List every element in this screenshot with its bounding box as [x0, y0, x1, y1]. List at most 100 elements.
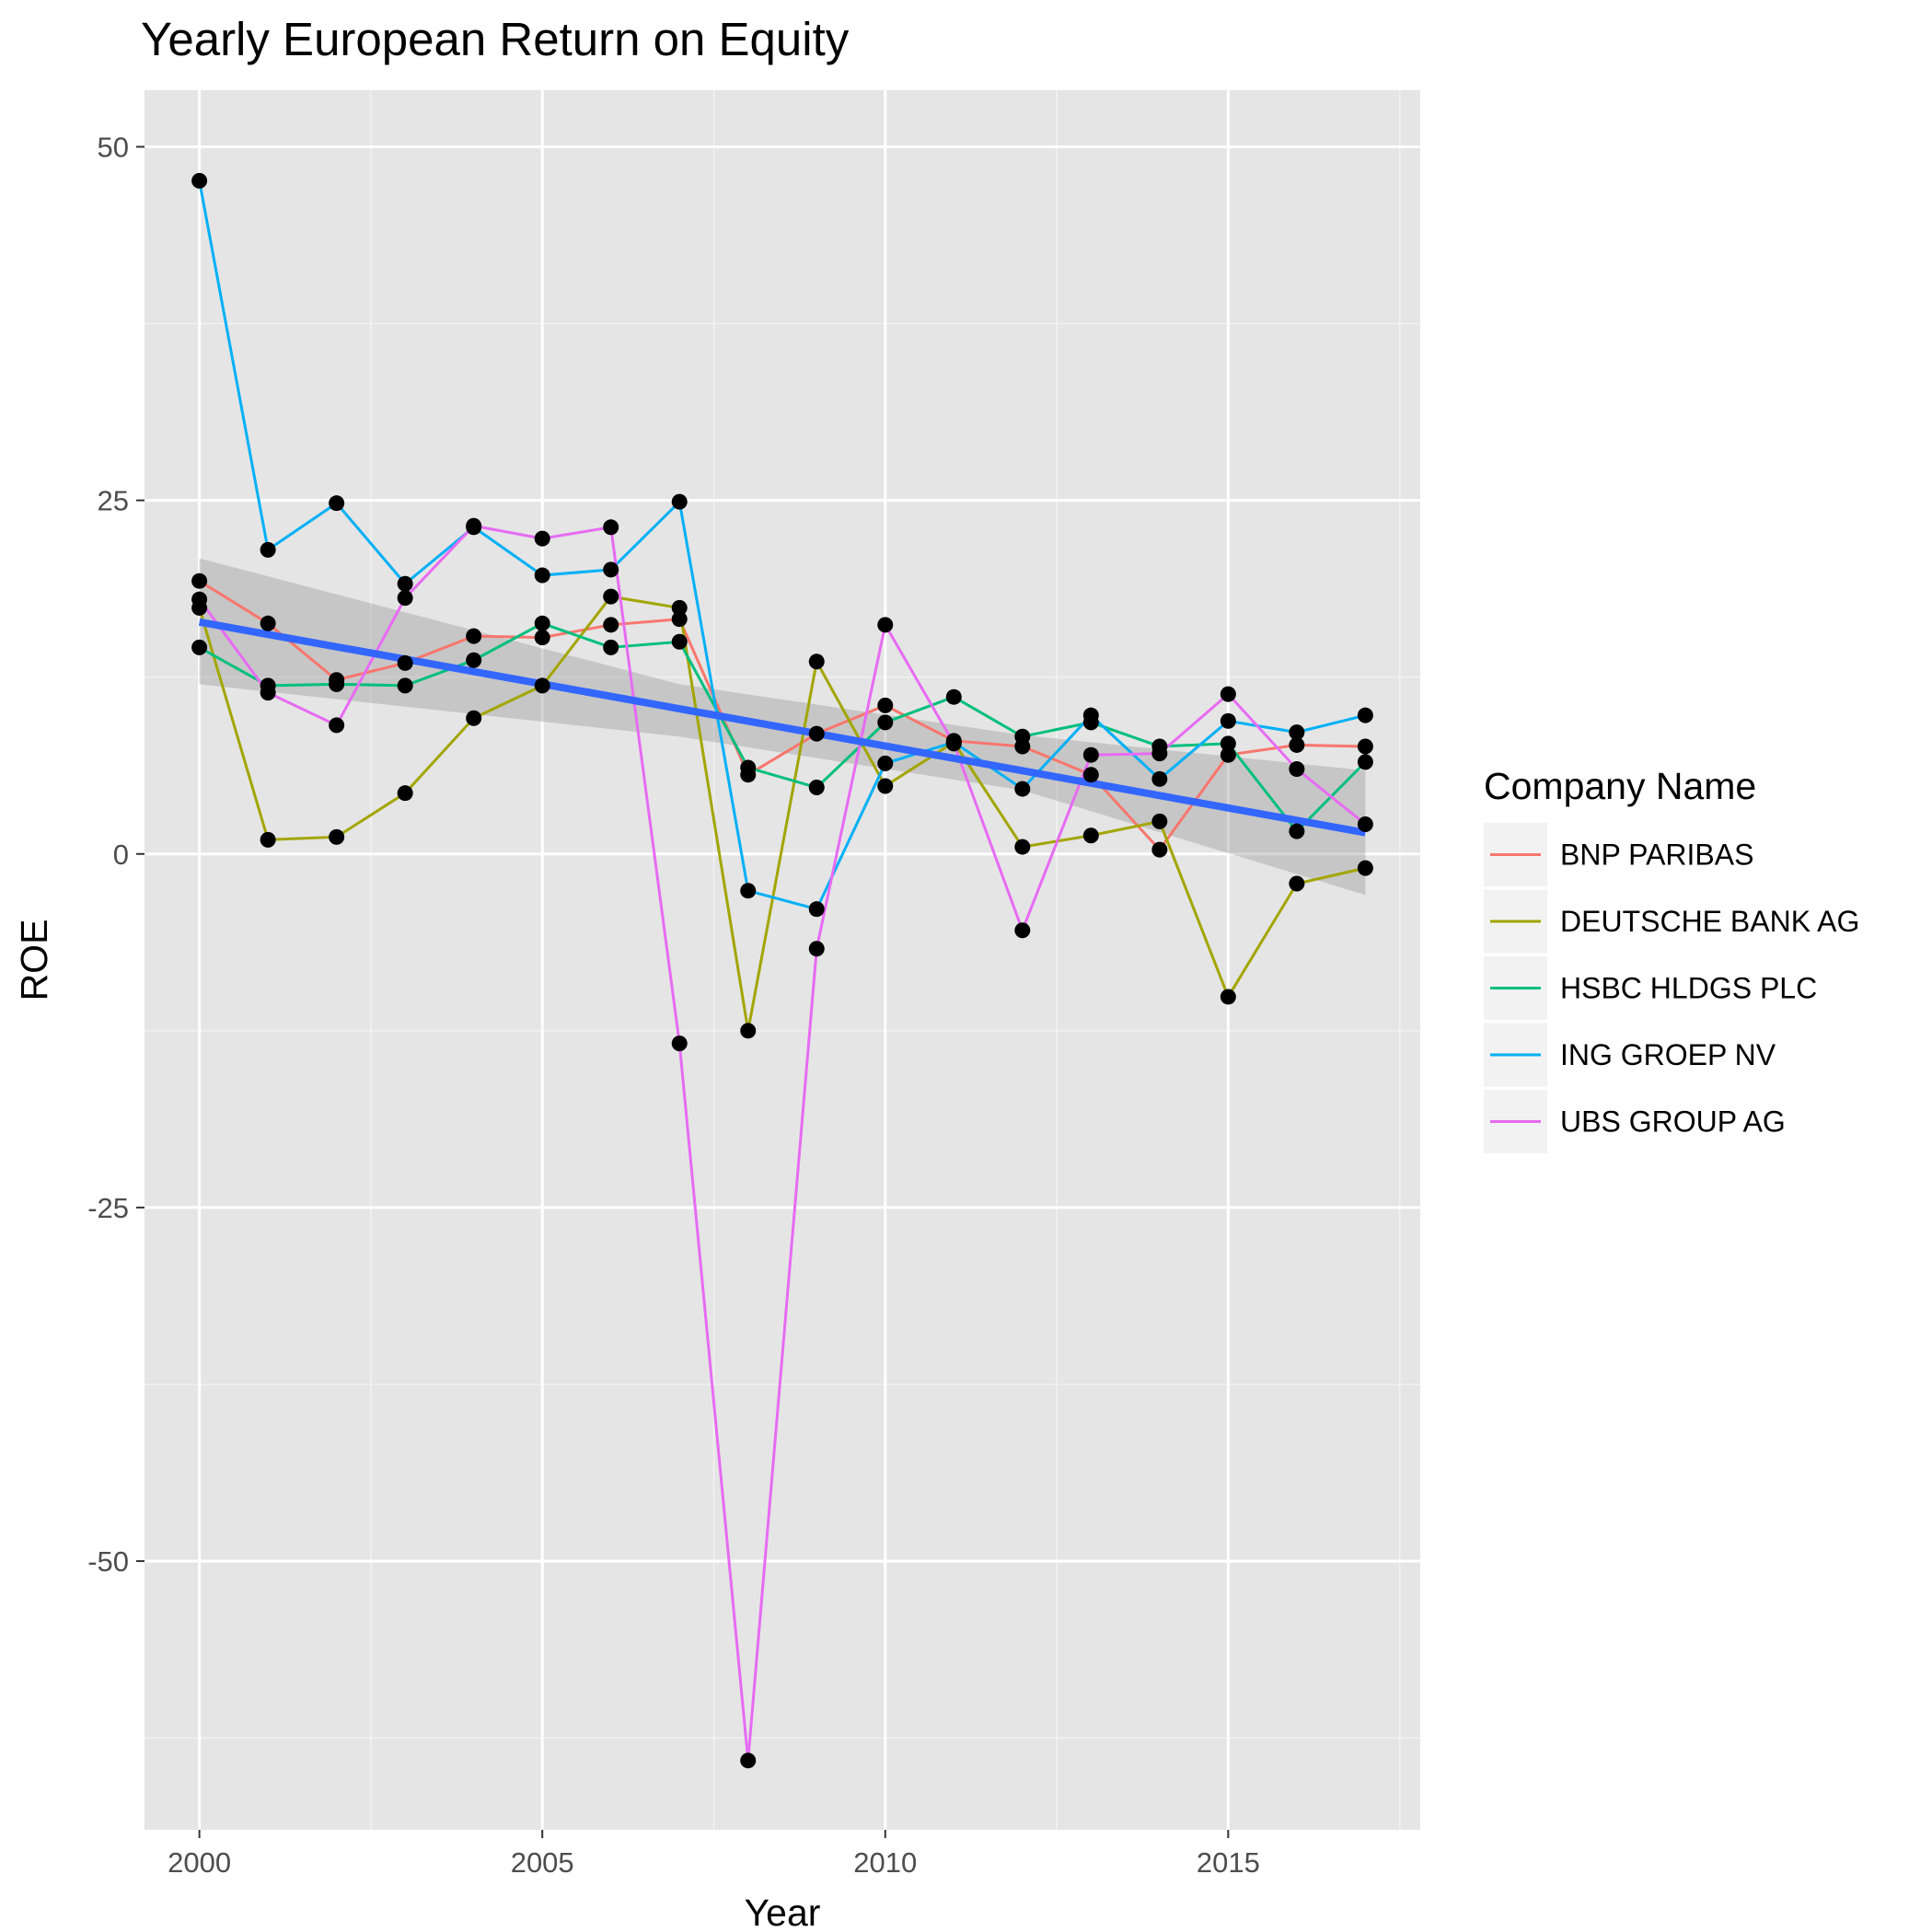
series-line-1 — [198, 595, 1366, 1032]
data-point — [808, 725, 825, 742]
data-point — [1014, 781, 1031, 797]
data-point — [1357, 860, 1373, 876]
legend: Company Name BNP PARIBAS DEUTSCHE BANK AG… — [1484, 765, 1859, 1153]
data-point — [191, 573, 208, 589]
data-point — [534, 615, 550, 631]
data-point — [740, 1753, 757, 1769]
data-point — [397, 677, 413, 694]
y-tick-label: -50 — [87, 1545, 129, 1578]
data-point — [534, 530, 550, 547]
data-point — [1220, 735, 1236, 752]
data-point — [877, 617, 894, 633]
data-point — [1082, 767, 1099, 783]
y-axis-title: ROE — [13, 920, 55, 1001]
grid-minor — [145, 90, 1420, 1830]
data-point — [260, 541, 276, 558]
data-point — [877, 755, 894, 771]
data-point — [1289, 761, 1305, 778]
data-point — [1014, 839, 1031, 855]
data-point — [671, 1035, 688, 1052]
data-point — [1220, 686, 1236, 702]
trend-line-segment — [198, 618, 1367, 837]
series-line-0 — [198, 579, 1366, 852]
data-point — [1220, 989, 1236, 1005]
data-point — [1289, 736, 1305, 753]
data-point — [1289, 724, 1305, 741]
data-point — [603, 639, 619, 655]
series-line-3 — [198, 180, 1366, 911]
data-point — [740, 759, 757, 776]
trend-line — [198, 618, 1367, 837]
data-point — [534, 567, 550, 584]
data-point — [1289, 823, 1305, 839]
data-point — [1082, 827, 1099, 844]
data-point — [1357, 738, 1373, 755]
data-point — [808, 654, 825, 670]
data-point — [466, 628, 482, 644]
data-point — [603, 519, 619, 536]
data-point — [1151, 770, 1168, 787]
grid-major — [145, 90, 1420, 1830]
legend-label-4: UBS GROUP AG — [1560, 1105, 1786, 1139]
x-tick-label: 2005 — [511, 1846, 574, 1879]
y-tick-label: 0 — [113, 839, 129, 871]
series-line-2 — [198, 621, 1367, 834]
data-point — [397, 590, 413, 607]
x-axis-ticks: 2000 2005 2010 2015 — [168, 1830, 1260, 1879]
data-point — [534, 677, 550, 694]
data-point — [191, 591, 208, 607]
y-axis-ticks: -50 -25 0 25 50 — [87, 131, 145, 1578]
data-point — [191, 172, 208, 189]
y-tick-label: -25 — [87, 1192, 129, 1224]
data-point — [534, 630, 550, 646]
data-point — [1151, 841, 1168, 858]
data-point — [1289, 875, 1305, 892]
data-point — [877, 714, 894, 731]
legend-label-3: ING GROEP NV — [1560, 1038, 1776, 1071]
data-point — [1014, 922, 1031, 939]
data-point — [671, 611, 688, 628]
data-point — [740, 883, 757, 899]
data-point — [1357, 754, 1373, 770]
data-point — [671, 633, 688, 650]
data-point — [260, 831, 276, 848]
x-tick-label: 2010 — [853, 1846, 917, 1879]
data-point — [808, 941, 825, 957]
data-point — [671, 493, 688, 510]
legend-label-2: HSBC HLDGS PLC — [1560, 972, 1817, 1005]
data-point — [808, 901, 825, 918]
data-point — [603, 617, 619, 633]
chart-title: Yearly European Return on Equity — [141, 13, 850, 65]
data-point — [466, 710, 482, 726]
data-point — [1220, 746, 1236, 763]
data-point — [191, 639, 208, 655]
data-points — [191, 172, 1373, 1769]
plot-panel — [145, 90, 1420, 1830]
data-point — [1082, 746, 1099, 763]
data-point — [329, 495, 345, 512]
data-point — [945, 688, 962, 705]
data-point — [945, 735, 962, 752]
data-point — [329, 828, 345, 845]
data-point — [877, 778, 894, 794]
x-tick-label: 2000 — [168, 1846, 231, 1879]
data-point — [466, 652, 482, 668]
series-line-4 — [198, 524, 1367, 1761]
legend-label-1: DEUTSCHE BANK AG — [1560, 905, 1859, 938]
data-point — [603, 561, 619, 578]
data-point — [1151, 746, 1168, 762]
data-point — [808, 780, 825, 796]
data-point — [260, 615, 276, 631]
x-axis-title: Year — [745, 1892, 821, 1932]
data-point — [1014, 728, 1031, 745]
data-point — [397, 575, 413, 592]
data-point — [1220, 712, 1236, 729]
data-point — [1357, 816, 1373, 832]
legend-title: Company Name — [1484, 765, 1756, 807]
data-point — [397, 785, 413, 802]
x-tick-label: 2015 — [1197, 1846, 1260, 1879]
series-lines — [198, 180, 1367, 1761]
data-point — [329, 676, 345, 692]
data-point — [671, 599, 688, 616]
